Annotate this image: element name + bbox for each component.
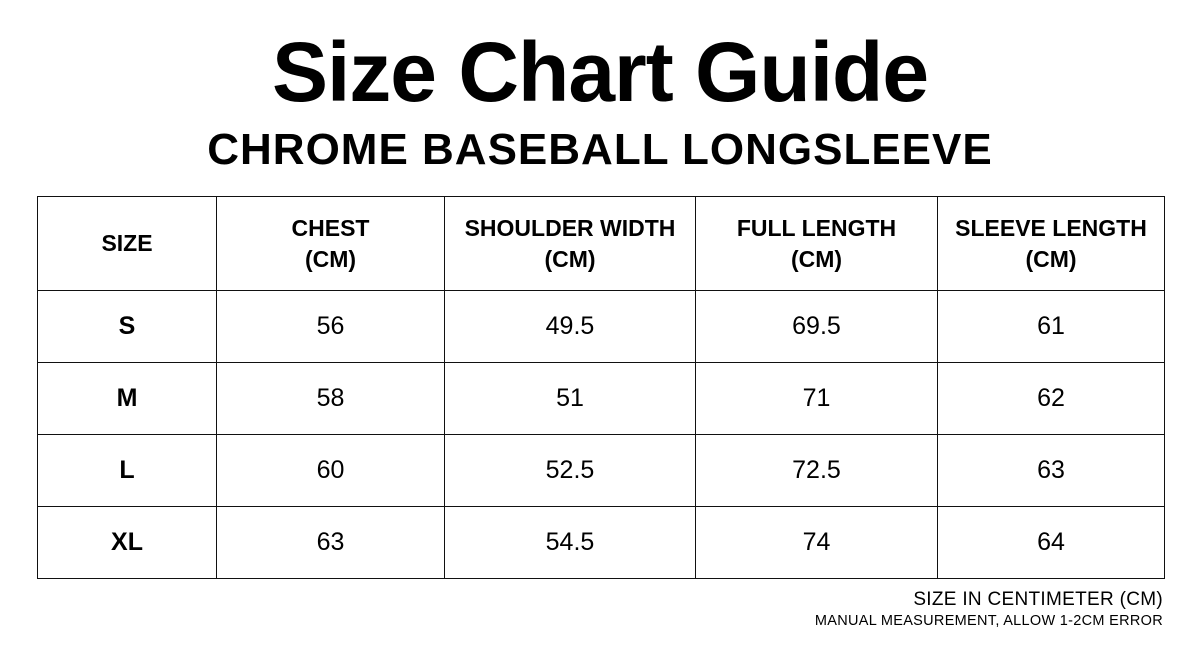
header-unit: (CM)	[1025, 245, 1077, 272]
shoulder-width-cell: 49.5	[444, 290, 696, 363]
shoulder-width-cell: 52.5	[444, 434, 696, 507]
header-unit: (CM)	[304, 245, 357, 272]
shoulder-width-cell: 54.5	[444, 506, 696, 579]
table-row: S 56 49.5 69.5 61	[37, 290, 1165, 363]
header-label: SLEEVE LENGTH	[955, 214, 1147, 241]
header-full-length: FULL LENGTH (CM)	[695, 196, 938, 291]
header-label: SIZE	[101, 230, 153, 256]
measurement-disclaimer: MANUAL MEASUREMENT, ALLOW 1-2CM ERROR	[814, 613, 1163, 629]
full-length-cell: 72.5	[695, 434, 938, 507]
full-length-cell: 69.5	[695, 290, 938, 363]
unit-note: SIZE IN CENTIMETER (CM)	[913, 589, 1163, 610]
size-chart-table: SIZE CHEST (CM) SHOULDER WIDTH (CM) FULL…	[37, 196, 1165, 579]
size-cell: S	[37, 290, 217, 363]
sleeve-length-cell: 63	[937, 434, 1165, 507]
header-label: FULL LENGTH	[736, 214, 897, 241]
header-sleeve-length: SLEEVE LENGTH (CM)	[937, 196, 1165, 291]
chest-cell: 56	[216, 290, 445, 363]
chest-cell: 63	[216, 506, 445, 579]
header-chest: CHEST (CM)	[216, 196, 445, 291]
full-length-cell: 74	[695, 506, 938, 579]
sleeve-length-cell: 61	[937, 290, 1165, 363]
page-title: Size Chart Guide	[271, 25, 929, 119]
size-cell: M	[37, 362, 217, 435]
size-cell: L	[37, 434, 217, 507]
size-cell: XL	[37, 506, 217, 579]
full-length-cell: 71	[695, 362, 938, 435]
header-size: SIZE	[37, 196, 217, 291]
chest-cell: 60	[216, 434, 445, 507]
header-label: SHOULDER WIDTH	[464, 214, 676, 241]
shoulder-width-cell: 51	[444, 362, 696, 435]
sleeve-length-cell: 64	[937, 506, 1165, 579]
sleeve-length-cell: 62	[937, 362, 1165, 435]
table-row: M 58 51 71 62	[37, 362, 1165, 435]
product-name: CHROME BASEBALL LONGSLEEVE	[207, 125, 993, 174]
header-unit: (CM)	[544, 245, 596, 272]
header-unit: (CM)	[790, 245, 843, 272]
table-row: L 60 52.5 72.5 63	[37, 434, 1165, 507]
table-row: XL 63 54.5 74 64	[37, 506, 1165, 579]
chest-cell: 58	[216, 362, 445, 435]
table-header-row: SIZE CHEST (CM) SHOULDER WIDTH (CM) FULL…	[37, 196, 1165, 291]
header-shoulder-width: SHOULDER WIDTH (CM)	[444, 196, 696, 291]
header-label: CHEST	[291, 214, 370, 241]
